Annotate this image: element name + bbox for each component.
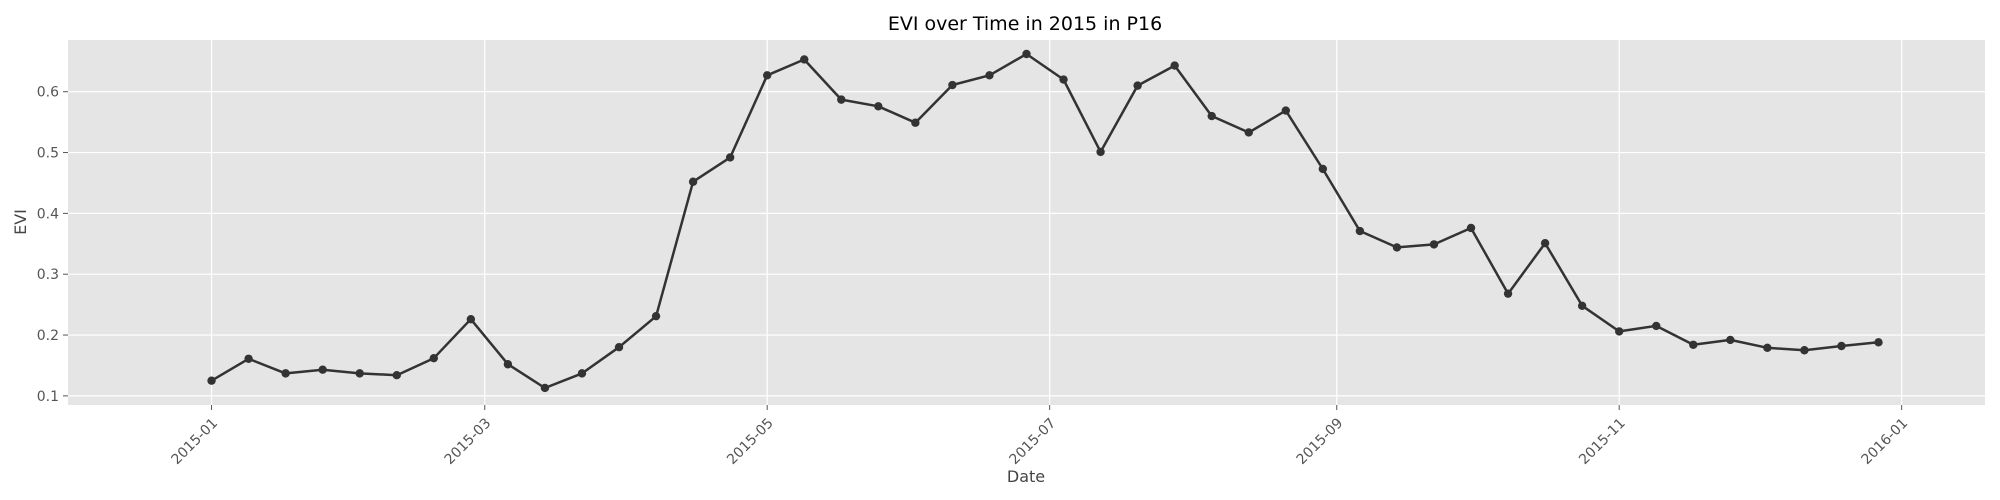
data-point bbox=[1466, 223, 1476, 233]
data-point bbox=[1689, 340, 1698, 349]
x-tick-label: 2015-07 bbox=[1007, 415, 1060, 468]
data-point bbox=[1096, 147, 1105, 157]
x-tick-label: 2015-11 bbox=[1576, 415, 1629, 468]
data-point bbox=[1503, 289, 1513, 298]
data-point bbox=[1726, 335, 1735, 345]
data-point bbox=[874, 102, 883, 111]
data-point bbox=[800, 55, 809, 64]
data-point bbox=[688, 177, 698, 186]
data-point bbox=[837, 95, 846, 104]
data-point bbox=[429, 353, 439, 363]
data-point bbox=[725, 153, 735, 162]
grid-lines bbox=[68, 40, 1985, 405]
data-point bbox=[1763, 343, 1772, 353]
data-point bbox=[318, 365, 327, 374]
data-point bbox=[1355, 226, 1365, 236]
data-point bbox=[1577, 301, 1587, 311]
data-point bbox=[1207, 111, 1216, 121]
data-point bbox=[1392, 243, 1402, 252]
data-point bbox=[614, 343, 624, 352]
data-point bbox=[281, 369, 290, 378]
data-point bbox=[244, 354, 253, 363]
x-tick-label: 2015-03 bbox=[442, 415, 495, 468]
data-point bbox=[651, 311, 661, 321]
data-point bbox=[1170, 61, 1179, 70]
x-tick-label: 2015-05 bbox=[724, 415, 777, 468]
data-point bbox=[1540, 238, 1550, 248]
data-point bbox=[392, 370, 401, 380]
data-point bbox=[207, 376, 216, 385]
evi-series-line bbox=[210, 52, 1879, 390]
data-point bbox=[985, 71, 994, 80]
point-layer bbox=[207, 49, 1883, 393]
y-tick-label: 0.5 bbox=[37, 146, 59, 162]
data-point bbox=[355, 369, 364, 378]
y-tick-label: 0.6 bbox=[37, 85, 59, 101]
chart-title: EVI over Time in 2015 in P16 bbox=[888, 13, 1162, 35]
data-point bbox=[577, 369, 587, 378]
y-tick-label: 0.1 bbox=[37, 389, 59, 405]
data-point bbox=[1429, 240, 1439, 249]
plot-area bbox=[68, 40, 1985, 405]
data-point bbox=[911, 118, 920, 127]
data-point bbox=[1244, 128, 1253, 137]
data-point bbox=[1874, 338, 1883, 347]
data-point bbox=[948, 80, 957, 90]
y-tick-label: 0.4 bbox=[37, 206, 59, 222]
x-axis-label: Date bbox=[1007, 467, 1045, 486]
data-point bbox=[1800, 346, 1809, 355]
series-layer bbox=[210, 52, 1879, 390]
data-point bbox=[1281, 106, 1291, 115]
data-point bbox=[1837, 341, 1846, 351]
data-point bbox=[1133, 81, 1142, 90]
data-point bbox=[762, 71, 772, 80]
data-point bbox=[1614, 327, 1624, 336]
data-point bbox=[1318, 164, 1328, 174]
x-tick-label: 2015-09 bbox=[1294, 415, 1347, 468]
data-point bbox=[466, 315, 476, 324]
data-point bbox=[503, 360, 513, 369]
x-tick-label: 2015-01 bbox=[168, 415, 221, 468]
data-point bbox=[1652, 321, 1661, 331]
y-axis-label: EVI bbox=[11, 209, 30, 235]
data-point bbox=[540, 383, 550, 393]
data-point bbox=[1022, 49, 1031, 59]
y-tick-label: 0.3 bbox=[37, 267, 59, 283]
x-tick-label: 2016-01 bbox=[1859, 415, 1912, 468]
y-tick-label: 0.2 bbox=[37, 328, 59, 344]
data-point bbox=[1059, 75, 1068, 84]
